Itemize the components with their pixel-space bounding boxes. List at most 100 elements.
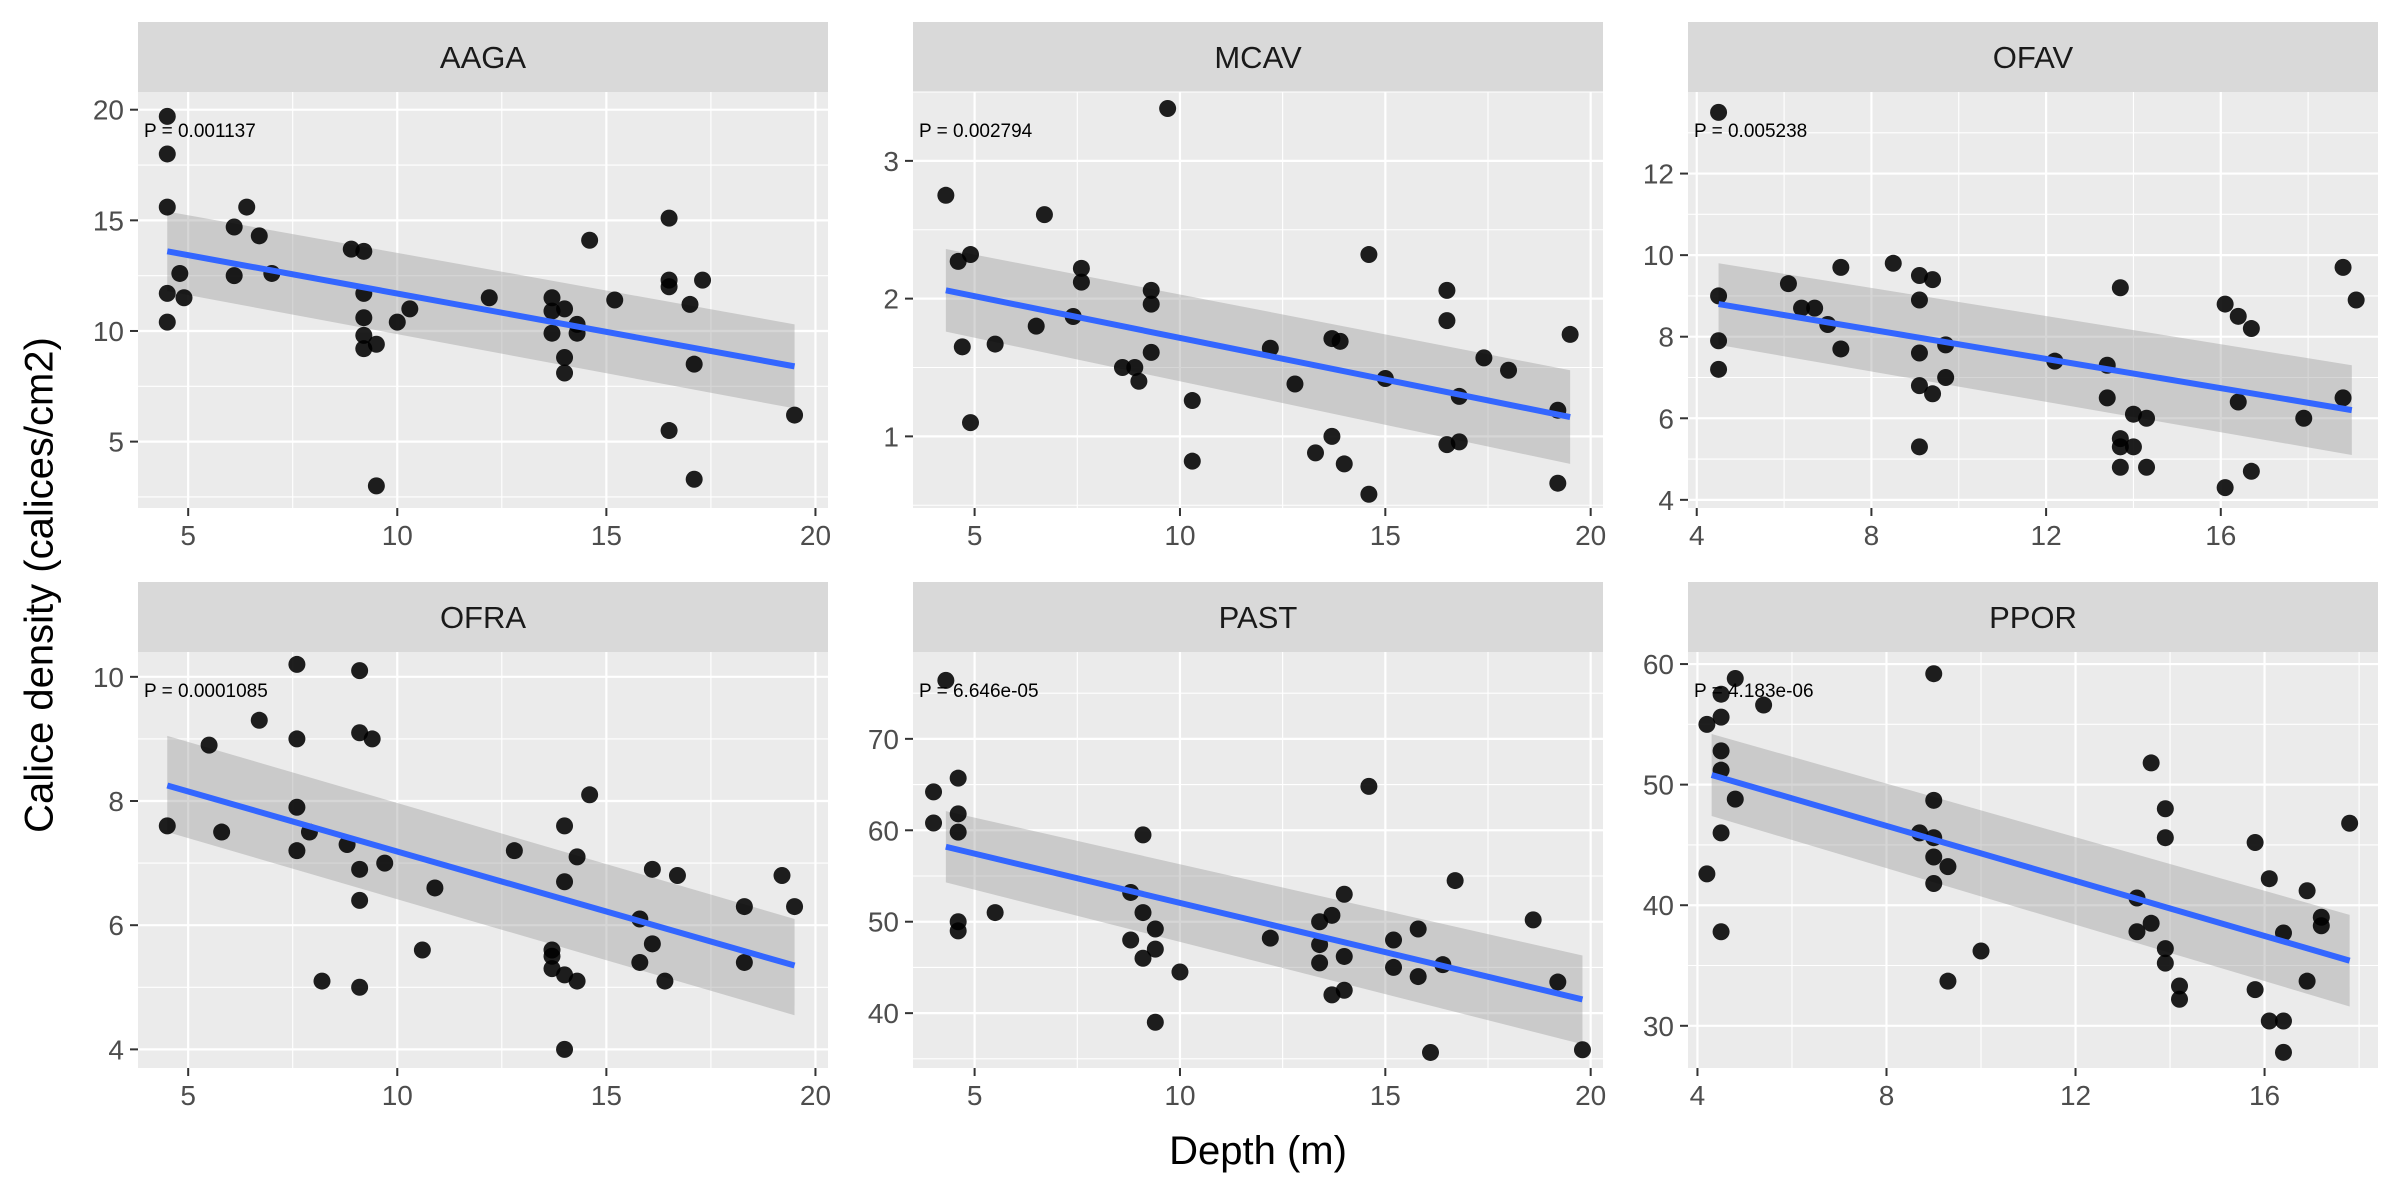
y-tick-label: 40 (868, 998, 899, 1029)
data-point (1360, 777, 1378, 795)
panel-mcav: MCAV P = 0.002794 5 10 15 20 1 2 3 (883, 22, 1606, 551)
panel-ofra: OFRA P = 0.0001085 5 10 15 20 4 6 8 10 (93, 582, 831, 1111)
data-point (2298, 972, 2316, 990)
plot-content-past: P = 6.646e-05 (919, 671, 1591, 1061)
data-point (1159, 100, 1177, 118)
strip-ofra (138, 582, 828, 652)
p-value-label-aaga: P = 0.001137 (144, 121, 256, 142)
data-point (1806, 299, 1824, 317)
points-ppor (1698, 665, 2359, 1061)
data-point (660, 278, 678, 296)
data-point (158, 284, 176, 302)
data-point (158, 145, 176, 163)
fit-line-ofra (166, 782, 796, 969)
data-point (2229, 393, 2247, 411)
data-point (925, 814, 943, 832)
data-point (401, 300, 419, 318)
data-point (2216, 295, 2234, 313)
y-tick-label: 1 (883, 421, 899, 452)
data-point (388, 313, 406, 331)
p-value-label-mcav: P = 0.002794 (919, 121, 1033, 142)
data-point (288, 730, 306, 748)
data-point (556, 873, 574, 891)
data-point (1884, 254, 1902, 272)
data-point (1385, 931, 1403, 949)
data-point (2111, 438, 2129, 456)
data-point (2171, 990, 2189, 1008)
data-point (1450, 433, 1468, 451)
data-point (367, 335, 385, 353)
data-point (200, 736, 218, 754)
data-point (355, 326, 373, 344)
data-point (1134, 904, 1152, 922)
data-point (1126, 358, 1144, 376)
fit-line-aaga (166, 248, 796, 370)
y-tick-label: 10 (93, 316, 124, 347)
strip-label-ofav: OFAV (1993, 40, 2074, 75)
data-point (213, 823, 231, 841)
data-point (2156, 954, 2174, 972)
y-tick-label: 8 (108, 786, 124, 817)
panel-ppor: PPOR P = 4.183e-06 4 8 12 16 30 40 50 60 (1643, 582, 2378, 1111)
data-point (581, 786, 599, 804)
fit-line-ofav (1718, 301, 2353, 414)
data-point (158, 313, 176, 331)
data-point (1755, 696, 1773, 714)
axes-past: 5 10 15 20 40 50 60 70 (868, 724, 1606, 1111)
x-tick-label: 16 (2205, 520, 2236, 551)
y-tick-label: 60 (1643, 649, 1674, 680)
data-point (158, 107, 176, 125)
data-point (351, 978, 369, 996)
data-point (1793, 299, 1811, 317)
data-point (668, 867, 686, 885)
data-point (1524, 911, 1542, 929)
data-point (2138, 409, 2156, 427)
data-point (2334, 258, 2352, 276)
x-tick-label: 5 (180, 1080, 196, 1111)
data-point (786, 406, 804, 424)
y-tick-label: 40 (1643, 890, 1674, 921)
plot-content-ppor: P = 4.183e-06 (1694, 665, 2359, 1061)
data-point (1561, 325, 1579, 343)
data-point (1710, 332, 1728, 350)
data-point (2246, 834, 2264, 852)
data-point (288, 655, 306, 673)
x-tick-label: 4 (1689, 520, 1705, 551)
data-point (288, 842, 306, 860)
data-point (1710, 103, 1728, 121)
data-point (543, 289, 561, 307)
data-point (1183, 392, 1201, 410)
data-point (351, 860, 369, 878)
data-point (986, 335, 1004, 353)
y-tick-label: 10 (1643, 240, 1674, 271)
p-value-label-past: P = 6.646e-05 (919, 681, 1039, 702)
data-point (937, 186, 955, 204)
data-point (1712, 685, 1730, 703)
data-point (351, 724, 369, 742)
data-point (735, 898, 753, 916)
y-tick-label: 6 (1658, 403, 1674, 434)
data-point (342, 240, 360, 258)
confidence-band-past (945, 811, 1583, 1045)
data-point (238, 198, 256, 216)
strip-label-mcav: MCAV (1214, 40, 1302, 75)
data-point (2098, 389, 2116, 407)
data-point (2347, 291, 2365, 309)
data-point (363, 730, 381, 748)
data-point (351, 891, 369, 909)
data-point (581, 231, 599, 249)
data-point (543, 302, 561, 320)
x-tick-label: 15 (1370, 520, 1401, 551)
data-point (1409, 920, 1427, 938)
data-point (480, 289, 498, 307)
x-tick-label: 10 (1164, 520, 1195, 551)
fit-line-past (945, 843, 1584, 1003)
data-point (288, 798, 306, 816)
data-point (556, 349, 574, 367)
data-point (1832, 258, 1850, 276)
data-point (1335, 885, 1353, 903)
y-tick-label: 6 (108, 910, 124, 941)
plot-content-aaga: P = 0.001137 (144, 107, 804, 495)
data-point (656, 972, 674, 990)
